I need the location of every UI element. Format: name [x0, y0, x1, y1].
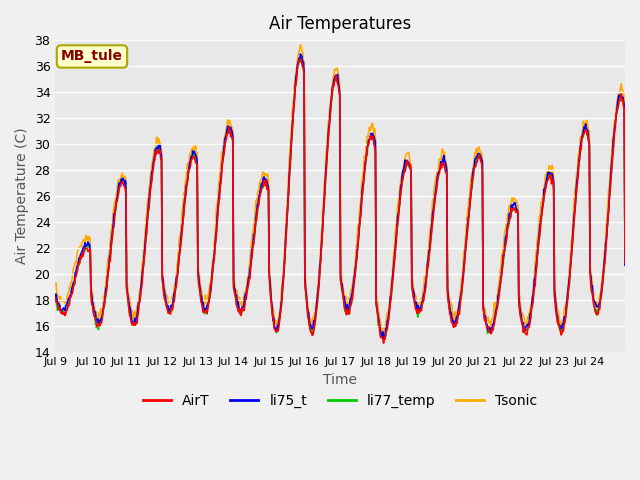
AirT: [252, 226, 259, 232]
li77_temp: [273, 330, 280, 336]
Title: Air Temperatures: Air Temperatures: [269, 15, 412, 33]
Tsonic: [273, 321, 280, 327]
Line: li75_t: li75_t: [55, 54, 625, 337]
li77_temp: [401, 166, 408, 171]
Tsonic: [433, 172, 440, 178]
li75_t: [51, 293, 59, 299]
Text: MB_tule: MB_tule: [61, 49, 123, 63]
Line: li77_temp: li77_temp: [55, 56, 625, 339]
AirT: [296, 56, 303, 62]
li77_temp: [380, 336, 387, 342]
AirT: [380, 340, 387, 346]
li75_t: [621, 263, 629, 268]
li75_t: [401, 162, 408, 168]
Tsonic: [621, 248, 629, 254]
li75_t: [433, 183, 440, 189]
Line: Tsonic: Tsonic: [55, 45, 625, 335]
Tsonic: [252, 210, 259, 216]
Tsonic: [51, 280, 59, 286]
li77_temp: [621, 261, 629, 267]
X-axis label: Time: Time: [323, 372, 357, 387]
Line: AirT: AirT: [55, 59, 625, 343]
li77_temp: [223, 132, 230, 137]
li75_t: [223, 128, 230, 133]
li75_t: [273, 328, 280, 334]
li75_t: [380, 335, 387, 340]
Y-axis label: Air Temperature (C): Air Temperature (C): [15, 128, 29, 264]
AirT: [51, 295, 59, 301]
li77_temp: [118, 180, 126, 186]
AirT: [433, 188, 440, 194]
Tsonic: [378, 332, 386, 337]
li77_temp: [433, 185, 440, 191]
AirT: [401, 168, 408, 173]
li77_temp: [252, 228, 259, 234]
li77_temp: [296, 53, 304, 59]
Tsonic: [223, 123, 230, 129]
AirT: [118, 180, 126, 186]
AirT: [621, 260, 629, 265]
li75_t: [296, 51, 304, 57]
Legend: AirT, li75_t, li77_temp, Tsonic: AirT, li75_t, li77_temp, Tsonic: [138, 389, 543, 414]
li75_t: [252, 225, 259, 231]
Tsonic: [401, 158, 408, 164]
Tsonic: [296, 42, 304, 48]
li77_temp: [51, 294, 59, 300]
AirT: [273, 328, 280, 334]
AirT: [223, 132, 230, 138]
Tsonic: [118, 170, 126, 176]
li75_t: [118, 178, 126, 183]
